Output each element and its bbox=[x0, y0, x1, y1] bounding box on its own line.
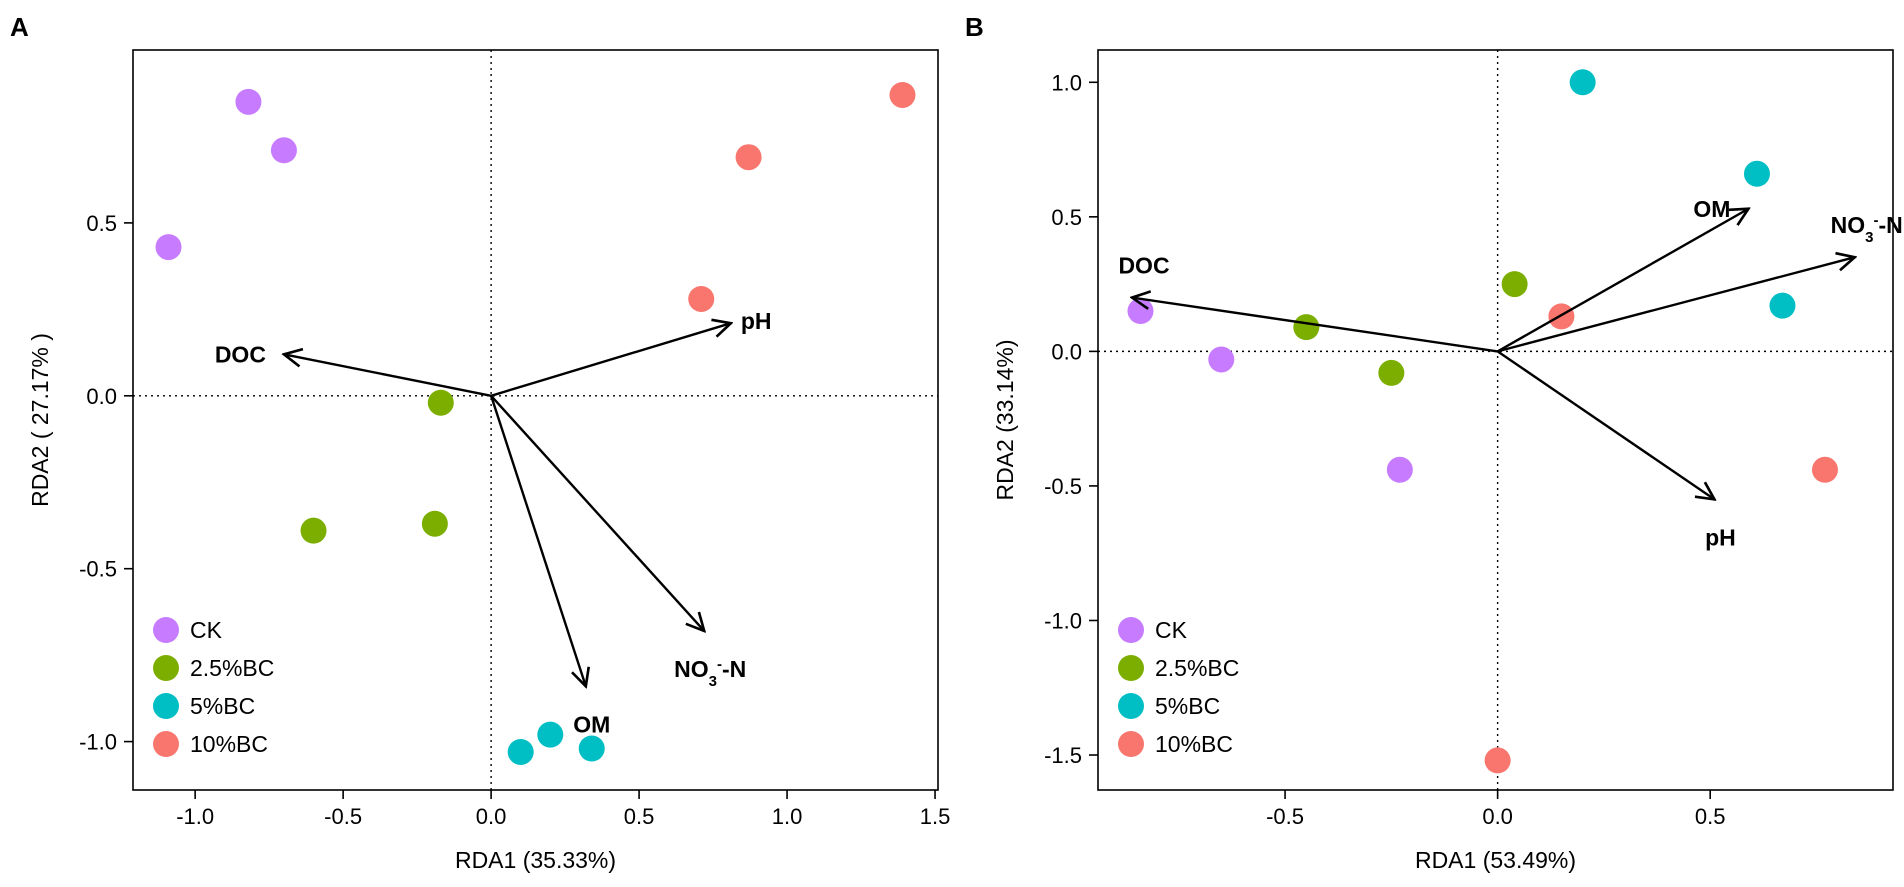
legend-label-ck: CK bbox=[190, 617, 223, 643]
y-tick-label: 0.5 bbox=[86, 211, 117, 236]
arrow-ph bbox=[490, 323, 731, 397]
point-5pctbc bbox=[1769, 292, 1796, 319]
x-tick-label: 0.0 bbox=[1482, 804, 1513, 829]
arrow-label-ph: pH bbox=[1705, 524, 1736, 550]
y-axis-title: RDA2 (33.14%) bbox=[992, 339, 1018, 500]
x-tick-label: 0.0 bbox=[476, 804, 507, 829]
point-10pctbc bbox=[1811, 456, 1838, 483]
rda-plot-a: -1.0 -0.5 0.0 0.5 1.0 1.5 -1.0 -0.5 0.0 0.5 RDA1 (… bbox=[27, 49, 951, 873]
point-10pctbc bbox=[1484, 747, 1511, 774]
legend-swatch-10pctbc bbox=[1118, 731, 1144, 757]
arrow-label-doc: DOC bbox=[1118, 253, 1169, 279]
legend: CK 2.5%BC 5%BC 10%BC bbox=[1118, 617, 1239, 757]
legend-swatch-2p5pctbc bbox=[1118, 655, 1144, 681]
point-ck bbox=[155, 234, 182, 261]
arrow-no3-n bbox=[1497, 257, 1855, 353]
y-tick-label: 1.0 bbox=[1051, 70, 1082, 95]
point-ck bbox=[235, 88, 262, 115]
point-2p5pctbc bbox=[1293, 314, 1320, 341]
arrow-label-ph: pH bbox=[741, 308, 772, 334]
y-tick-label: -1.0 bbox=[1044, 608, 1082, 633]
point-2p5pctbc bbox=[1378, 359, 1405, 386]
y-tick-label: -0.5 bbox=[79, 557, 117, 582]
y-tick-label: 0.0 bbox=[86, 384, 117, 409]
legend-swatch-5pctbc bbox=[153, 693, 179, 719]
legend-swatch-10pctbc bbox=[153, 731, 179, 757]
arrow-label-no3-n: NO3--N bbox=[674, 655, 746, 689]
point-5pctbc bbox=[578, 735, 605, 762]
point-ck bbox=[1386, 456, 1413, 483]
legend-swatch-5pctbc bbox=[1118, 693, 1144, 719]
point-2p5pctbc bbox=[421, 510, 448, 537]
arrow-label-om: OM bbox=[573, 711, 610, 737]
legend-label-10pctbc: 10%BC bbox=[190, 731, 268, 757]
point-ck bbox=[270, 137, 297, 164]
panel-letter-b: B bbox=[965, 12, 984, 42]
x-tick-label: 1.0 bbox=[772, 804, 803, 829]
legend-label-5pctbc: 5%BC bbox=[190, 693, 255, 719]
arrow-no3-n bbox=[490, 394, 704, 631]
legend-label-ck: CK bbox=[1155, 617, 1188, 643]
x-tick-label: -0.5 bbox=[1266, 804, 1304, 829]
point-10pctbc bbox=[735, 144, 762, 171]
x-tick-label: 0.5 bbox=[624, 804, 655, 829]
plot-frame bbox=[1097, 49, 1894, 791]
legend: CK 2.5%BC 5%BC 10%BC bbox=[153, 617, 274, 757]
y-tick-label: -1.0 bbox=[79, 730, 117, 755]
legend-label-2p5pctbc: 2.5%BC bbox=[190, 655, 274, 681]
panel-letter-a: A bbox=[10, 12, 29, 42]
point-10pctbc bbox=[889, 81, 916, 108]
arrow-om bbox=[489, 395, 586, 686]
y-tick-label: -0.5 bbox=[1044, 474, 1082, 499]
point-5pctbc bbox=[1569, 69, 1596, 96]
rda-plot-b: -0.5 0.0 0.5 -1.5 -1.0 -0.5 0.0 0.5 1.0 RDA1 (53.… bbox=[992, 49, 1903, 873]
arrow-doc bbox=[284, 354, 492, 397]
x-tick-label: -0.5 bbox=[324, 804, 362, 829]
x-tick-label: -1.0 bbox=[176, 804, 214, 829]
arrow-ph bbox=[1496, 350, 1715, 499]
point-ck bbox=[1127, 298, 1154, 325]
point-2p5pctbc bbox=[300, 517, 327, 544]
arrow-doc bbox=[1132, 298, 1498, 353]
x-axis-title: RDA1 (53.49%) bbox=[1415, 847, 1576, 873]
arrow-label-no3-n: NO3--N bbox=[1831, 212, 1903, 246]
plot-frame bbox=[132, 49, 939, 791]
y-tick-label: -1.5 bbox=[1044, 743, 1082, 768]
point-5pctbc bbox=[1743, 160, 1770, 187]
x-axis-title: RDA1 (35.33%) bbox=[455, 847, 616, 873]
x-tick-label: 0.5 bbox=[1695, 804, 1726, 829]
point-10pctbc bbox=[688, 285, 715, 312]
legend-swatch-ck bbox=[1118, 617, 1144, 643]
y-tick-label: 0.0 bbox=[1051, 339, 1082, 364]
point-ck bbox=[1208, 346, 1235, 373]
legend-swatch-ck bbox=[153, 617, 179, 643]
x-tick-label: 1.5 bbox=[920, 804, 951, 829]
arrow-label-doc: DOC bbox=[215, 341, 266, 367]
point-5pctbc bbox=[507, 738, 534, 765]
point-5pctbc bbox=[537, 721, 564, 748]
legend-label-5pctbc: 5%BC bbox=[1155, 693, 1220, 719]
point-2p5pctbc bbox=[1501, 271, 1528, 298]
y-tick-label: 0.5 bbox=[1051, 205, 1082, 230]
arrow-label-om: OM bbox=[1693, 196, 1730, 222]
y-axis-title: RDA2 ( 27.17% ) bbox=[27, 333, 53, 507]
arrow-om bbox=[1497, 209, 1749, 353]
legend-label-2p5pctbc: 2.5%BC bbox=[1155, 655, 1239, 681]
legend-label-10pctbc: 10%BC bbox=[1155, 731, 1233, 757]
point-2p5pctbc bbox=[427, 389, 454, 416]
legend-swatch-2p5pctbc bbox=[153, 655, 179, 681]
